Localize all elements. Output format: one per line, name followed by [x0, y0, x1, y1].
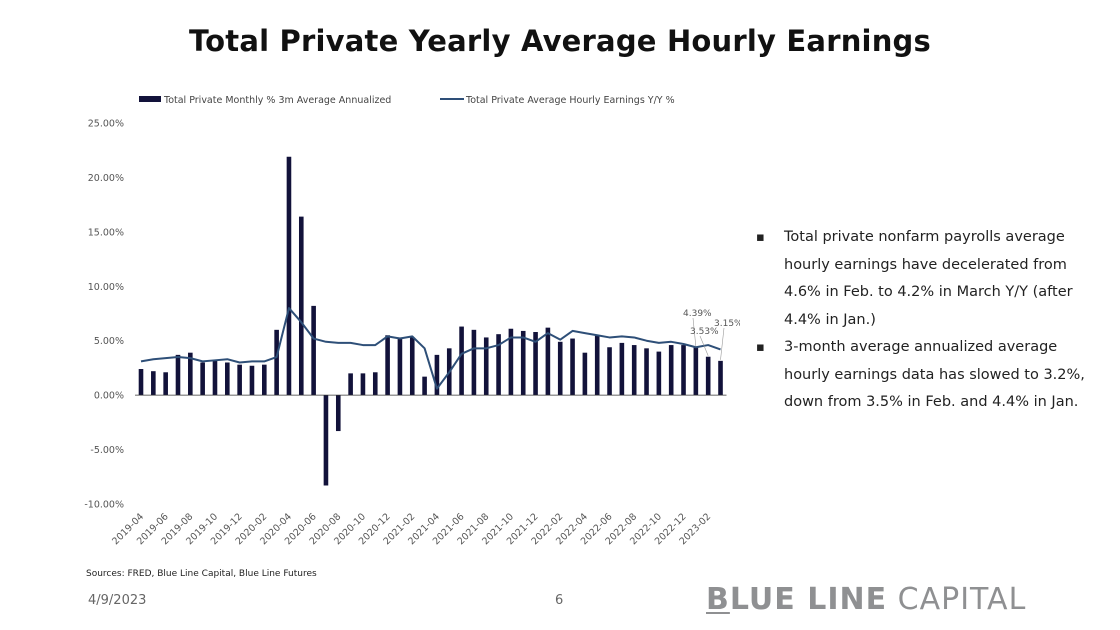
y-axis: 25.00% 20.00% 15.00% 10.00% 5.00% 0.00% -5.00%… — [84, 119, 124, 511]
bar — [619, 342, 625, 396]
company-logo: BLUE LINE CAPITAL — [706, 582, 1026, 617]
commentary-bullets: Total private nonfarm payrolls average h… — [756, 224, 1086, 417]
bar — [286, 156, 292, 396]
bar — [668, 345, 674, 396]
bar — [372, 372, 378, 396]
line-series — [140, 307, 721, 390]
bar — [459, 326, 464, 396]
bar — [520, 330, 526, 396]
yoy-line — [140, 307, 721, 390]
bar — [656, 351, 662, 396]
bar — [151, 371, 156, 396]
bar — [533, 332, 538, 396]
bar — [508, 328, 514, 396]
y-tick-label: -5.00% — [90, 445, 124, 456]
bar — [471, 329, 477, 396]
bar — [360, 373, 366, 396]
bar — [175, 354, 181, 396]
bar — [557, 341, 563, 396]
y-tick-label: 25.00% — [88, 119, 124, 130]
annotation-leader — [692, 317, 697, 347]
bar — [188, 352, 193, 396]
bar — [705, 356, 711, 396]
bar — [397, 337, 403, 396]
sources-note: Sources: FRED, Blue Line Capital, Blue L… — [86, 569, 317, 579]
data-label: 4.39% — [683, 309, 712, 319]
bar — [200, 362, 205, 396]
bar — [582, 352, 588, 396]
x-axis: 2019-042019-062019-082019-102019-122020-… — [110, 511, 713, 547]
bar — [693, 347, 699, 396]
bar — [409, 337, 415, 396]
annotation-leader — [720, 327, 725, 360]
data-label: 3.53% — [690, 327, 719, 337]
bar — [545, 327, 551, 396]
bar — [607, 347, 612, 396]
bar — [323, 395, 329, 486]
bar — [163, 372, 168, 396]
y-tick-label: 20.00% — [88, 173, 124, 184]
legend-bar-swatch — [139, 96, 161, 102]
y-tick-label: 10.00% — [88, 282, 124, 293]
logo-first-letter: B — [706, 582, 730, 617]
bar — [483, 337, 489, 396]
annotation-leader — [699, 335, 709, 356]
y-tick-label: 5.00% — [94, 336, 124, 347]
bar — [718, 360, 723, 396]
bar — [262, 364, 267, 396]
bar — [274, 329, 279, 396]
chart: Total Private Monthly % 3m Average Annua… — [84, 95, 740, 547]
bar — [311, 305, 316, 396]
bar — [138, 369, 144, 396]
logo-light-text: CAPITAL — [887, 582, 1027, 617]
bar — [631, 345, 637, 396]
page-number: 6 — [555, 593, 564, 608]
chart-title: Total Private Yearly Average Hourly Earn… — [189, 24, 931, 58]
bar — [496, 334, 501, 396]
bar — [335, 395, 341, 432]
data-label: 3.15% — [714, 319, 740, 329]
annotations: 4.39% 3.53%3.15% — [683, 309, 740, 360]
slide-date: 4/9/2023 — [88, 593, 147, 608]
y-tick-label: -10.00% — [84, 500, 124, 511]
bar — [212, 360, 218, 396]
bar-series — [138, 156, 723, 486]
bar — [237, 364, 242, 396]
legend-bar-label: Total Private Monthly % 3m Average Annua… — [163, 95, 391, 106]
logo-bold-text: LUE LINE — [729, 582, 888, 617]
legend-line-label: Total Private Average Hourly Earnings Y/… — [465, 95, 675, 106]
bar — [249, 365, 255, 396]
y-tick-label: 0.00% — [94, 391, 124, 402]
y-tick-label: 15.00% — [88, 227, 124, 238]
bullet-item: 3-month average annualized average hourl… — [756, 334, 1086, 417]
bar — [594, 335, 600, 396]
bar — [422, 376, 427, 396]
bar — [434, 354, 440, 396]
bar — [298, 216, 304, 396]
bar — [681, 345, 686, 396]
bar — [225, 362, 230, 396]
bar — [348, 373, 353, 396]
bar — [385, 335, 390, 396]
bar — [644, 348, 649, 396]
bar — [570, 338, 575, 396]
legend: Total Private Monthly % 3m Average Annua… — [139, 95, 675, 106]
bullet-item: Total private nonfarm payrolls average h… — [756, 224, 1086, 334]
